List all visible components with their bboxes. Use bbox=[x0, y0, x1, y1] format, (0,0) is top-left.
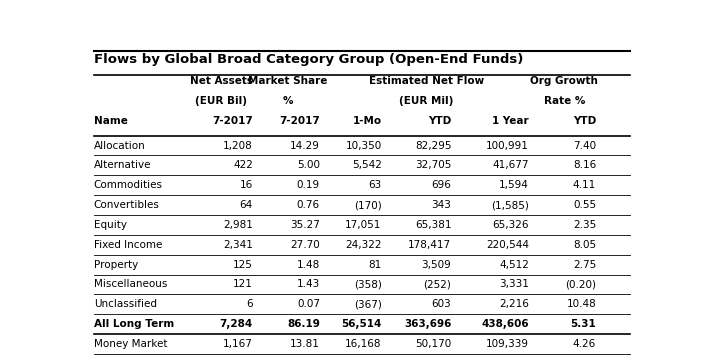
Text: (0.20): (0.20) bbox=[565, 280, 596, 289]
Text: 125: 125 bbox=[233, 260, 253, 270]
Text: Money Market: Money Market bbox=[94, 339, 167, 349]
Text: 65,381: 65,381 bbox=[415, 220, 451, 230]
Text: 7,284: 7,284 bbox=[220, 319, 253, 329]
Text: (358): (358) bbox=[354, 280, 382, 289]
Text: Market Share: Market Share bbox=[249, 76, 328, 86]
Text: 7.40: 7.40 bbox=[573, 140, 596, 150]
Text: Property: Property bbox=[94, 260, 138, 270]
Text: 343: 343 bbox=[431, 200, 451, 210]
Text: 100,991: 100,991 bbox=[486, 140, 529, 150]
Text: 17,051: 17,051 bbox=[345, 220, 382, 230]
Text: 603: 603 bbox=[431, 299, 451, 309]
Text: 1 Year: 1 Year bbox=[493, 116, 529, 126]
Text: 220,544: 220,544 bbox=[486, 240, 529, 250]
Text: 0.55: 0.55 bbox=[573, 200, 596, 210]
Text: Unclassified: Unclassified bbox=[94, 299, 157, 309]
Text: 2,216: 2,216 bbox=[499, 299, 529, 309]
Text: 86.19: 86.19 bbox=[287, 319, 320, 329]
Text: (170): (170) bbox=[354, 200, 382, 210]
Text: %: % bbox=[283, 96, 294, 106]
Text: Flows by Global Broad Category Group (Open-End Funds): Flows by Global Broad Category Group (Op… bbox=[94, 53, 523, 66]
Text: 81: 81 bbox=[369, 260, 382, 270]
Text: (EUR Mil): (EUR Mil) bbox=[399, 96, 453, 106]
Text: 32,705: 32,705 bbox=[415, 160, 451, 170]
Text: 10,350: 10,350 bbox=[345, 140, 382, 150]
Text: 50,170: 50,170 bbox=[415, 339, 451, 349]
Text: 65,326: 65,326 bbox=[493, 220, 529, 230]
Text: Equity: Equity bbox=[94, 220, 126, 230]
Text: (1,585): (1,585) bbox=[491, 200, 529, 210]
Text: 5.00: 5.00 bbox=[297, 160, 320, 170]
Text: 35.27: 35.27 bbox=[290, 220, 320, 230]
Text: 1.48: 1.48 bbox=[297, 260, 320, 270]
Text: 5,542: 5,542 bbox=[352, 160, 382, 170]
Text: 10.48: 10.48 bbox=[566, 299, 596, 309]
Text: 4.11: 4.11 bbox=[573, 180, 596, 190]
Text: All Long Term: All Long Term bbox=[94, 319, 174, 329]
Text: Net Assets: Net Assets bbox=[190, 76, 253, 86]
Text: 438,606: 438,606 bbox=[481, 319, 529, 329]
Text: Rate %: Rate % bbox=[544, 96, 585, 106]
Text: 1,594: 1,594 bbox=[499, 180, 529, 190]
Text: 5.31: 5.31 bbox=[570, 319, 596, 329]
Text: 4.26: 4.26 bbox=[573, 339, 596, 349]
Text: 0.19: 0.19 bbox=[297, 180, 320, 190]
Text: 3,331: 3,331 bbox=[499, 280, 529, 289]
Text: 2.75: 2.75 bbox=[573, 260, 596, 270]
Text: Fixed Income: Fixed Income bbox=[94, 240, 162, 250]
Text: 63: 63 bbox=[369, 180, 382, 190]
Text: (252): (252) bbox=[424, 280, 451, 289]
Text: 7-2017: 7-2017 bbox=[213, 116, 253, 126]
Text: Commodities: Commodities bbox=[94, 180, 162, 190]
Text: 2,981: 2,981 bbox=[223, 220, 253, 230]
Text: 109,339: 109,339 bbox=[486, 339, 529, 349]
Text: 16,168: 16,168 bbox=[345, 339, 382, 349]
Text: 1,208: 1,208 bbox=[223, 140, 253, 150]
Text: 363,696: 363,696 bbox=[404, 319, 451, 329]
Text: Name: Name bbox=[94, 116, 128, 126]
Text: Allocation: Allocation bbox=[94, 140, 145, 150]
Text: 64: 64 bbox=[240, 200, 253, 210]
Text: 1.43: 1.43 bbox=[297, 280, 320, 289]
Text: 1-Mo: 1-Mo bbox=[352, 116, 382, 126]
Text: 178,417: 178,417 bbox=[408, 240, 451, 250]
Text: 24,322: 24,322 bbox=[345, 240, 382, 250]
Text: 82,295: 82,295 bbox=[415, 140, 451, 150]
Text: Alternative: Alternative bbox=[94, 160, 151, 170]
Text: 2.35: 2.35 bbox=[573, 220, 596, 230]
Text: YTD: YTD bbox=[428, 116, 451, 126]
Text: 13.81: 13.81 bbox=[290, 339, 320, 349]
Text: 8.16: 8.16 bbox=[573, 160, 596, 170]
Text: Miscellaneous: Miscellaneous bbox=[94, 280, 167, 289]
Text: 4,512: 4,512 bbox=[499, 260, 529, 270]
Text: 2,341: 2,341 bbox=[223, 240, 253, 250]
Text: 0.76: 0.76 bbox=[297, 200, 320, 210]
Text: YTD: YTD bbox=[573, 116, 596, 126]
Text: 1,167: 1,167 bbox=[223, 339, 253, 349]
Text: Estimated Net Flow: Estimated Net Flow bbox=[369, 76, 484, 86]
Text: Convertibles: Convertibles bbox=[94, 200, 160, 210]
Text: 0.07: 0.07 bbox=[297, 299, 320, 309]
Text: 7-2017: 7-2017 bbox=[279, 116, 320, 126]
Text: 16: 16 bbox=[240, 180, 253, 190]
Text: 14.29: 14.29 bbox=[290, 140, 320, 150]
Text: 121: 121 bbox=[233, 280, 253, 289]
Text: 696: 696 bbox=[431, 180, 451, 190]
Text: 422: 422 bbox=[233, 160, 253, 170]
Text: 41,677: 41,677 bbox=[493, 160, 529, 170]
Text: 6: 6 bbox=[246, 299, 253, 309]
Text: 8.05: 8.05 bbox=[573, 240, 596, 250]
Text: 56,514: 56,514 bbox=[341, 319, 382, 329]
Text: Org Growth: Org Growth bbox=[530, 76, 598, 86]
Text: 27.70: 27.70 bbox=[290, 240, 320, 250]
Text: 3,509: 3,509 bbox=[421, 260, 451, 270]
Text: (EUR Bil): (EUR Bil) bbox=[195, 96, 247, 106]
Text: (367): (367) bbox=[354, 299, 382, 309]
